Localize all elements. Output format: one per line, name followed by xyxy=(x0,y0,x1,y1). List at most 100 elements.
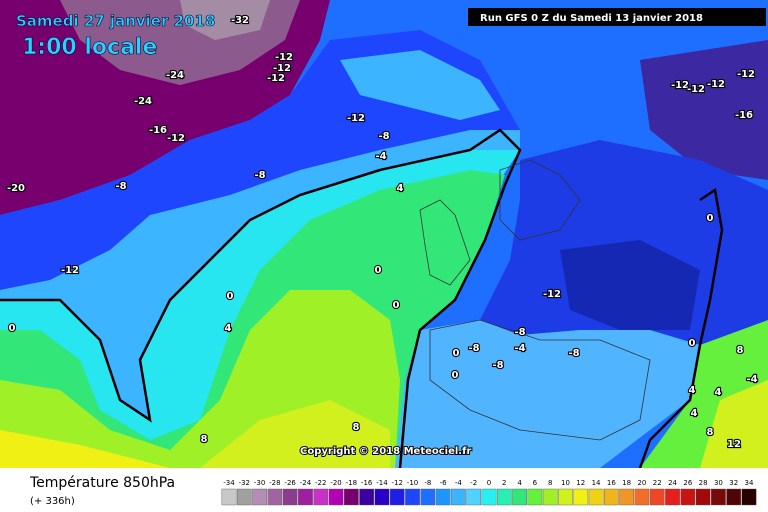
contour-label: 0 xyxy=(9,323,16,334)
scale-tick-label: 10 xyxy=(561,479,570,487)
scale-tick-label: -20 xyxy=(330,479,341,487)
contour-label: -8 xyxy=(254,170,265,181)
scale-tick-label: 26 xyxy=(683,479,692,487)
run-box xyxy=(468,8,766,26)
scale-swatch xyxy=(695,488,711,506)
scale-swatch xyxy=(313,488,329,506)
contour-label: 0 xyxy=(227,291,234,302)
map-time: 1:00 locale xyxy=(22,35,157,60)
scale-swatch xyxy=(542,488,558,506)
scale-swatch xyxy=(359,488,374,506)
scale-tick-label: 6 xyxy=(533,479,538,487)
scale-tick-label: 20 xyxy=(637,479,646,487)
scale-swatch xyxy=(328,488,344,506)
color-scale: -34 -32 -30 -28 -26 -24 -22 -20 -18 -16 -14 -12 -10-… xyxy=(221,479,757,506)
field-band xyxy=(340,50,500,120)
contour-label: -8 xyxy=(378,131,389,142)
scale-tick-label: 14 xyxy=(592,479,601,487)
scale-tick-label: -6 xyxy=(440,479,448,487)
contour-label: 0 xyxy=(393,300,400,311)
contour-label: 4 xyxy=(691,408,698,419)
field-med xyxy=(395,320,700,468)
contour-label: -8 xyxy=(492,360,503,371)
scale-swatch xyxy=(298,488,313,506)
scale-tick-label: -16 xyxy=(361,479,373,487)
scale-swatch xyxy=(680,488,696,506)
scale-swatch xyxy=(405,488,420,506)
contour-label: -16 xyxy=(149,125,167,136)
scale-swatch xyxy=(665,488,680,506)
contour-label: -12 xyxy=(671,80,689,91)
contour-label: 0 xyxy=(689,338,696,349)
field-europe xyxy=(560,240,700,330)
scale-tick-label: 2 xyxy=(502,479,506,487)
contour-label: 0 xyxy=(375,265,382,276)
scale-tick-label: -22 xyxy=(315,479,326,487)
contour-label: 8 xyxy=(707,427,714,438)
scale-swatch xyxy=(604,488,619,506)
scale-swatch xyxy=(481,488,497,506)
contour-labels: -32-12-12-12-24-24-16-12-20 -8-8-12-8-440… xyxy=(6,14,759,451)
scale-tick-label: 22 xyxy=(653,479,662,487)
contour-label: 4 xyxy=(689,385,696,396)
scale-tick-label: 0 xyxy=(487,479,491,487)
contour-label: -12 xyxy=(273,63,291,74)
scale-swatch xyxy=(466,488,482,506)
scale-swatch xyxy=(435,488,451,506)
scale-tick-label: -14 xyxy=(376,479,388,487)
contour-label: 8 xyxy=(353,422,360,433)
contour-label: -12 xyxy=(267,73,285,84)
copyright: Copyright © 2018 Meteociel.fr xyxy=(300,446,471,457)
scale-tick-label: -34 xyxy=(223,479,235,487)
scale-tick-label: 8 xyxy=(548,479,552,487)
field-warm xyxy=(200,400,390,468)
scale-swatch xyxy=(512,488,527,506)
coastline xyxy=(429,319,651,441)
contour-label: 4 xyxy=(715,387,722,398)
scale-tick-label: -26 xyxy=(284,479,296,487)
scale-swatch xyxy=(588,488,604,506)
scale-swatch xyxy=(344,488,359,506)
contour-label: -16 xyxy=(735,110,753,121)
contour-label: -4 xyxy=(514,343,525,354)
contour-label: 0 xyxy=(453,348,460,359)
scale-tick-label: 12 xyxy=(576,479,585,487)
contour-label: -12 xyxy=(275,52,293,63)
map-date: Samedi 27 janvier 2018 xyxy=(16,12,215,30)
scale-tick-label: 4 xyxy=(517,479,522,487)
scale-tick-label: -8 xyxy=(424,479,431,487)
scale-swatch xyxy=(634,488,650,506)
scale-swatch xyxy=(282,488,298,506)
scale-tick-label: -2 xyxy=(470,479,477,487)
contour-label: -12 xyxy=(347,113,365,124)
run-info: Run GFS 0 Z du Samedi 13 janvier 2018 xyxy=(480,13,703,24)
scale-swatch xyxy=(649,488,665,506)
scale-swatch xyxy=(711,488,726,506)
contour-label: 8 xyxy=(201,434,208,445)
scale-tick-label: -32 xyxy=(239,479,250,487)
contour-label: 4 xyxy=(397,183,404,194)
scale-swatch xyxy=(573,488,589,506)
contour-label: -12 xyxy=(687,84,705,95)
isotherm-zero xyxy=(638,187,724,469)
contour-label: -32 xyxy=(231,15,249,26)
contour-label: 0 xyxy=(707,213,714,224)
scale-swatch xyxy=(389,488,405,506)
contour-label: -24 xyxy=(166,70,184,81)
contour-label: -24 xyxy=(134,96,152,107)
scale-tick-label: -18 xyxy=(346,479,357,487)
contour-label: -4 xyxy=(375,151,386,162)
contour-label: -12 xyxy=(707,79,725,90)
scale-swatch xyxy=(726,488,742,506)
scale-swatch xyxy=(451,488,466,506)
scale-swatch xyxy=(619,488,634,506)
contour-label: -12 xyxy=(167,133,185,144)
scale-tick-label: 18 xyxy=(622,479,631,487)
contour-label: -8 xyxy=(568,348,579,359)
scale-swatch xyxy=(420,488,436,506)
field-warm xyxy=(700,380,768,468)
scale-tick-label: -30 xyxy=(254,479,265,487)
scale-tick-label: 30 xyxy=(714,479,723,487)
